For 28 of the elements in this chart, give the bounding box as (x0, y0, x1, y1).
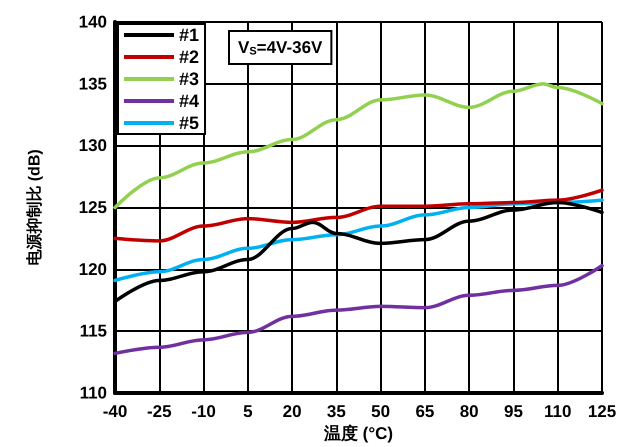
x-tick-label: -25 (146, 402, 172, 421)
legend-label: #1 (179, 25, 200, 45)
x-tick-label: 50 (371, 402, 390, 421)
x-tick-label: 110 (544, 402, 572, 421)
line-series (113, 188, 604, 243)
line-series (113, 264, 604, 356)
y-tick-label: 130 (78, 136, 107, 156)
x-tick-label: 80 (460, 402, 479, 421)
y-tick-label: 140 (78, 12, 107, 32)
x-tick-label: 20 (282, 402, 302, 421)
x-axis-title: 温度 (°C) (322, 424, 394, 443)
x-tick-label: -10 (191, 402, 216, 421)
x-tick-label: 65 (415, 402, 434, 421)
y-tick-label: 115 (80, 322, 107, 341)
x-tick-label: 35 (326, 402, 346, 421)
x-tick-label: 5 (243, 402, 253, 421)
y-tick-label: 135 (78, 74, 107, 94)
x-tick-label: -40 (102, 402, 128, 421)
legend-label: #4 (179, 91, 200, 111)
legend-label: #3 (179, 69, 200, 89)
x-tick-label: 95 (504, 402, 523, 421)
y-axis-title: 电源抑制比 (dB) (26, 149, 44, 266)
y-tick-label: 120 (78, 260, 107, 279)
legend-label: #5 (179, 113, 200, 133)
y-tick-label: 125 (78, 198, 107, 217)
x-tick-label: 125 (588, 402, 616, 421)
y-tick-label: 110 (80, 384, 107, 402)
legend-label: #2 (179, 47, 200, 67)
